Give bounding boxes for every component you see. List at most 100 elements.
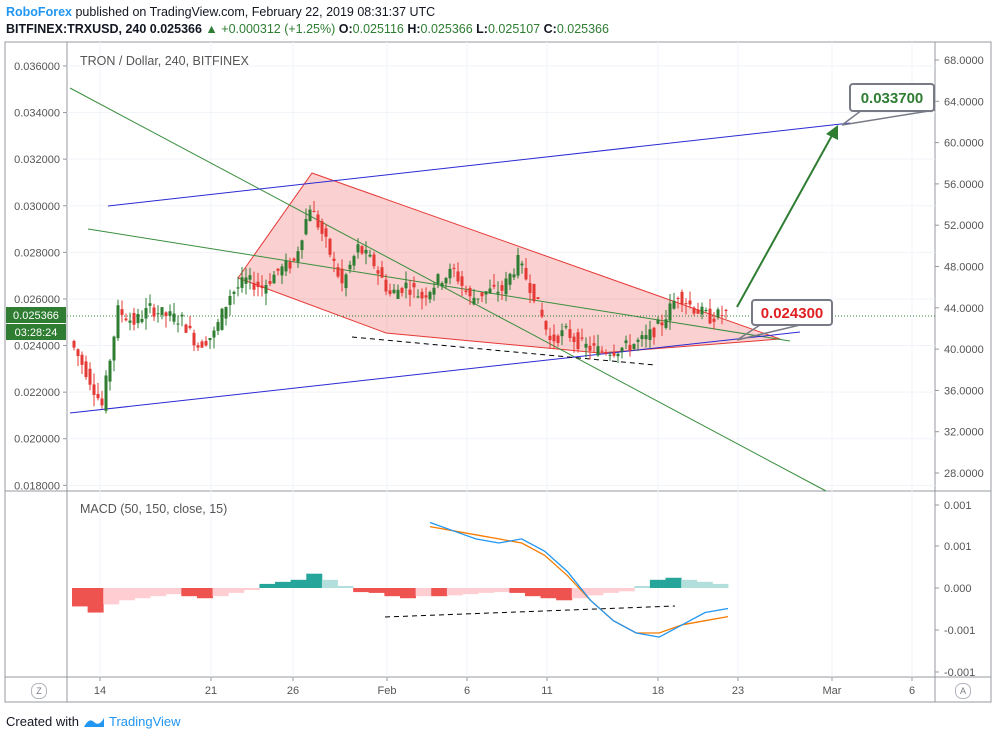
macd-histogram-bar <box>150 588 167 597</box>
callout-target-text: 0.033700 <box>861 90 924 107</box>
macd-histogram-bar <box>431 588 448 597</box>
candle-body <box>532 283 536 302</box>
candle-body <box>456 271 460 282</box>
candle-body <box>556 335 560 344</box>
candle-body <box>380 267 384 278</box>
candle-body <box>88 368 92 385</box>
blue-resistance-line[interactable] <box>107 122 851 207</box>
macd-signal-line <box>429 525 729 634</box>
macd-tick-label: 0.001 <box>944 541 972 553</box>
candle-body <box>140 318 144 323</box>
candle-body <box>476 298 480 300</box>
candle-body <box>676 298 680 300</box>
candle-body <box>356 244 360 253</box>
candle-body <box>272 274 276 284</box>
left-tick-label: 0.022000 <box>14 387 60 399</box>
macd-histogram-bar <box>478 588 495 593</box>
candle-body <box>196 345 200 348</box>
candle-body <box>684 303 688 305</box>
macd-line <box>429 521 729 638</box>
candle-body <box>716 309 720 318</box>
macd-histogram-bar <box>665 577 682 588</box>
macd-tick-label: -0.001 <box>944 667 975 679</box>
candle-body <box>600 350 604 352</box>
candle-body <box>200 341 204 348</box>
candle-body <box>256 281 260 288</box>
green-channel-lower[interactable] <box>87 228 791 342</box>
callout-breakout[interactable]: 0.024300 <box>736 299 833 341</box>
right-tick-label: 36.0000 <box>944 385 984 397</box>
candle-body <box>160 307 164 316</box>
candle-body <box>408 289 412 295</box>
macd-title: MACD (50, 150, close, 15) <box>80 502 227 516</box>
candle-body <box>656 319 660 324</box>
candle-body <box>508 273 512 285</box>
zoom-reset-button[interactable]: Z <box>31 683 47 699</box>
left-tick-label: 0.028000 <box>14 247 60 259</box>
candle-body <box>224 306 228 319</box>
candle-body <box>168 311 172 316</box>
candle-body <box>560 330 564 337</box>
right-axis-ticks: 68.0000 64.0000 60.0000 56.0000 52.0000 48.00… <box>935 55 984 480</box>
candle-body <box>488 288 492 293</box>
candle-body <box>424 295 428 298</box>
left-tick-label: 0.030000 <box>14 201 60 213</box>
candle-body <box>420 291 424 299</box>
macd-histogram-bar <box>493 588 510 593</box>
candle-body <box>72 341 76 348</box>
high-value: 0.025366 <box>420 22 473 36</box>
tradingview-link[interactable]: TradingView <box>108 714 181 729</box>
macd-histogram-bar <box>321 579 338 588</box>
macd-histogram-bar <box>587 588 604 596</box>
candle-body <box>392 289 396 294</box>
candle-body <box>384 279 388 292</box>
macd-histogram-bar <box>72 588 89 607</box>
candle-body <box>220 308 224 330</box>
candle-body <box>240 277 244 288</box>
candle-body <box>264 285 268 294</box>
brand-name[interactable]: RoboForex <box>6 5 72 19</box>
candle-body <box>300 240 304 251</box>
candle-body <box>124 318 128 321</box>
green-channel-upper[interactable] <box>69 87 827 492</box>
macd-histogram-bar <box>368 588 385 593</box>
candle-body <box>156 313 160 315</box>
callout-target[interactable]: 0.033700 <box>841 83 936 126</box>
candle-body <box>248 275 252 280</box>
macd-histogram-bar <box>353 588 370 593</box>
left-tick-label: 0.034000 <box>14 108 60 120</box>
auto-scale-button[interactable]: A <box>955 683 971 699</box>
candle-body <box>164 312 168 317</box>
macd-tick-label: 0.001 <box>944 500 972 512</box>
candle-body <box>396 289 400 299</box>
candle-body <box>528 283 532 293</box>
macd-histogram-bar <box>103 588 120 605</box>
time-tick-label: 6 <box>464 685 470 697</box>
arrow-head-icon <box>826 125 838 140</box>
macd-histogram-bar <box>181 588 198 597</box>
macd-histogram-bar <box>165 588 182 595</box>
macd-histogram-bar <box>603 588 620 593</box>
candle-body <box>212 330 216 338</box>
candle-body <box>680 291 684 305</box>
candle-body <box>668 303 672 321</box>
candle-body <box>296 251 300 262</box>
candle-body <box>332 258 336 261</box>
right-tick-label: 60.0000 <box>944 138 984 150</box>
candle-body <box>116 305 120 339</box>
macd-histogram-bar <box>618 588 635 592</box>
candle-body <box>708 308 712 324</box>
blue-support-line[interactable] <box>69 331 801 414</box>
candle-body <box>592 343 596 346</box>
chart-title: TRON / Dollar, 240, BITFINEX <box>80 54 249 68</box>
candle-body <box>304 218 308 235</box>
candle-body <box>704 310 708 312</box>
countdown-label-bg <box>6 324 66 340</box>
candle-body <box>468 288 472 297</box>
candle-body <box>412 283 416 288</box>
candle-body <box>548 335 552 340</box>
triangle-pattern[interactable] <box>237 172 781 354</box>
macd-histogram-bar <box>571 588 588 599</box>
candle-body <box>292 258 296 261</box>
